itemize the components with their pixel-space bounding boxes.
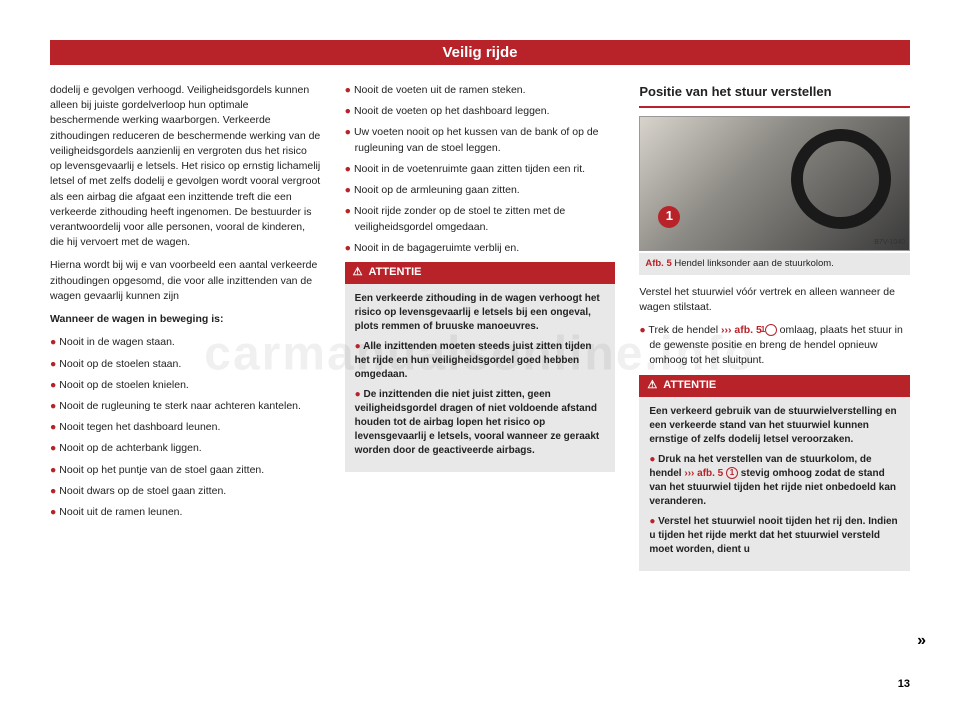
cross-ref: ››› afb. 5 (721, 324, 762, 336)
callout-number: 1 (765, 324, 777, 336)
warning-text: Een verkeerd gebruik van de stuurwielver… (649, 405, 900, 447)
figure-illustration: 1 B7V-1040 (639, 116, 910, 251)
warning-bullet: ● Alle inzittenden moeten steeds juist z… (355, 340, 606, 382)
bullet-icon: ● (50, 485, 56, 497)
bullet-icon: ● (649, 454, 655, 465)
warning-header: ⚠ ATTENTIE (639, 375, 910, 397)
warning-header: ⚠ ATTENTIE (345, 262, 616, 284)
warning-label: ATTENTIE (663, 378, 716, 394)
subsection-title: Positie van het stuur verstellen (639, 83, 910, 108)
warning-icon: ⚠ (647, 378, 657, 394)
warning-bullet-text: De inzittenden die niet juist zitten, ge… (355, 389, 600, 456)
body-text: dodelij e gevolgen verhoogd. Veiligheids… (50, 83, 321, 250)
list-item: ● Nooit rijde zonder op de stoel te zitt… (345, 204, 616, 234)
warning-bullet: ● Verstel het stuurwiel nooit tijden het… (649, 515, 900, 557)
column-2: ● Nooit de voeten uit de ramen steken. ●… (345, 83, 616, 571)
bullet-icon: ● (50, 506, 56, 518)
bullet-icon: ● (355, 341, 361, 352)
list-item: ● Nooit dwars op de stoel gaan zitten. (50, 484, 321, 499)
bullet-icon: ● (50, 464, 56, 476)
list-text: Nooit tegen het dashboard leunen. (59, 421, 220, 433)
list-text: Nooit rijde zonder op de stoel te zitten… (354, 205, 565, 232)
bullet-icon: ● (50, 336, 56, 348)
warning-bullet-text: Verstel het stuurwiel nooit tijden het r… (649, 516, 897, 555)
figure-caption-text: Hendel linksonder aan de stuurkolom. (674, 258, 833, 269)
list-item: ● Nooit in de bagageruimte verblij en. (345, 241, 616, 256)
sub-heading: Wanneer de wagen in beweging is: (50, 312, 321, 327)
figure-caption: Afb. 5 Hendel linksonder aan de stuurkol… (639, 253, 910, 275)
list-item: ● Nooit de voeten uit de ramen steken. (345, 83, 616, 98)
list-item: ● Nooit op de achterbank liggen. (50, 441, 321, 456)
bullet-icon: ● (50, 358, 56, 370)
list-item: ● Nooit de rugleuning te sterk naar acht… (50, 399, 321, 414)
warning-body: Een verkeerde zithouding in de wagen ver… (345, 284, 616, 472)
bullet-icon: ● (50, 421, 56, 433)
list-text: Nooit op de stoelen knielen. (59, 379, 189, 391)
bullet-icon: ● (345, 105, 351, 117)
list-text: Nooit de voeten op het dashboard leggen. (354, 105, 550, 117)
column-1: dodelij e gevolgen verhoogd. Veiligheids… (50, 83, 321, 571)
list-text: Nooit de voeten uit de ramen steken. (354, 84, 526, 96)
list-text: Nooit op de stoelen staan. (59, 358, 181, 370)
bullet-icon: ● (639, 324, 645, 336)
continuation-arrow-icon: » (917, 632, 926, 650)
list-item: ● Nooit op het puntje van de stoel gaan … (50, 463, 321, 478)
cross-ref: ››› afb. 5 (684, 468, 723, 479)
columns-container: dodelij e gevolgen verhoogd. Veiligheids… (50, 83, 910, 571)
list-item: ● Nooit in de wagen staan. (50, 335, 321, 350)
manual-page: Veilig rijde carmanualsonline.info dodel… (0, 0, 960, 708)
list-text: Nooit op de achterbank liggen. (59, 442, 201, 454)
warning-body: Een verkeerd gebruik van de stuurwielver… (639, 397, 910, 571)
list-item: ● Nooit op de stoelen knielen. (50, 378, 321, 393)
warning-bullet-text: Alle inzittenden moeten steeds juist zit… (355, 341, 592, 380)
list-text: Nooit op het puntje van de stoel gaan zi… (59, 464, 264, 476)
bullet-icon: ● (50, 379, 56, 391)
list-text-pre: Trek de hendel (648, 324, 721, 336)
list-item: ● Nooit de voeten op het dashboard legge… (345, 104, 616, 119)
body-text: Hierna wordt bij wij e van voorbeeld een… (50, 258, 321, 304)
list-text: Nooit in de bagageruimte verblij en. (354, 242, 519, 254)
bullet-icon: ● (345, 184, 351, 196)
list-item: ● Nooit uit de ramen leunen. (50, 505, 321, 520)
bullet-icon: ● (345, 205, 351, 217)
bullet-icon: ● (355, 389, 361, 400)
warning-bullet: ● De inzittenden die niet juist zitten, … (355, 388, 606, 458)
body-text: Verstel het stuurwiel vóór vertrek en al… (639, 285, 910, 315)
column-3: Positie van het stuur verstellen 1 B7V-1… (639, 83, 910, 571)
bullet-icon: ● (345, 163, 351, 175)
list-item: ● Nooit op de stoelen staan. (50, 357, 321, 372)
list-item: ● Trek de hendel ››› afb. 5 1 omlaag, pl… (639, 323, 910, 369)
bullet-icon: ● (345, 126, 351, 138)
bullet-icon: ● (50, 400, 56, 412)
list-text: Nooit in de voetenruimte gaan zitten tij… (354, 163, 585, 175)
list-text: Nooit uit de ramen leunen. (59, 506, 182, 518)
bullet-icon: ● (50, 442, 56, 454)
callout-number: 1 (726, 467, 738, 479)
list-text: Nooit dwars op de stoel gaan zitten. (59, 485, 226, 497)
warning-text: Een verkeerde zithouding in de wagen ver… (355, 292, 606, 334)
list-item: ● Nooit op de armleuning gaan zitten. (345, 183, 616, 198)
list-text: Nooit op de armleuning gaan zitten. (354, 184, 520, 196)
bullet-icon: ● (649, 516, 655, 527)
list-item: ● Nooit in de voetenruimte gaan zitten t… (345, 162, 616, 177)
figure-marker: 1 (658, 206, 680, 228)
figure-code: B7V-1040 (874, 238, 905, 248)
page-number: 13 (898, 678, 910, 690)
list-item: ● Nooit tegen het dashboard leunen. (50, 420, 321, 435)
list-item: ● Uw voeten nooit op het kussen van de b… (345, 125, 616, 155)
bullet-icon: ● (345, 84, 351, 96)
list-text: Nooit in de wagen staan. (59, 336, 175, 348)
list-text: Uw voeten nooit op het kussen van de ban… (354, 126, 599, 153)
bullet-icon: ● (345, 242, 351, 254)
section-header: Veilig rijde (50, 40, 910, 65)
warning-label: ATTENTIE (369, 265, 422, 281)
figure-ref: Afb. 5 (645, 258, 671, 269)
list-text: Nooit de rugleuning te sterk naar achter… (59, 400, 301, 412)
warning-icon: ⚠ (353, 265, 363, 281)
steering-wheel-graphic (785, 122, 898, 235)
warning-bullet: ● Druk na het verstellen van de stuurkol… (649, 453, 900, 509)
section-header-title: Veilig rijde (442, 44, 517, 61)
